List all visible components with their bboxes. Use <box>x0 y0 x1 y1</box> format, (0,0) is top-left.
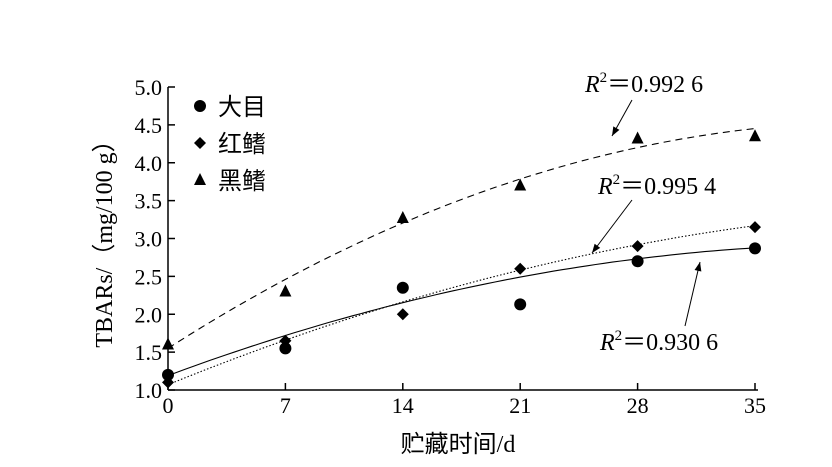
data-point-circle <box>279 342 292 355</box>
y-tick-label: 3.5 <box>135 189 163 214</box>
data-point-circle <box>162 368 174 381</box>
x-tick-label: 7 <box>280 393 291 418</box>
legend-marker-diamond <box>194 137 206 149</box>
data-point-triangle <box>162 337 174 350</box>
y-tick-label: 5.0 <box>135 75 163 100</box>
data-point-diamond <box>279 334 292 347</box>
y-tick-label: 2.0 <box>135 302 163 327</box>
legend-label: 黑鳍 <box>218 168 266 195</box>
data-point-diamond <box>162 376 174 389</box>
y-tick-label: 2.5 <box>135 264 163 289</box>
y-tick-label: 1.5 <box>135 340 163 365</box>
data-point-triangle <box>749 129 761 142</box>
legend-label: 大目 <box>218 94 266 121</box>
data-point-diamond <box>631 240 644 253</box>
annotation-arrow-head <box>592 243 601 253</box>
annotation-arrow-head <box>612 126 620 136</box>
data-point-circle <box>514 298 527 311</box>
x-axis-title: 贮藏时间/d <box>401 431 516 458</box>
annotation-arrow-line <box>591 199 633 254</box>
r2-label: R2＝0.930 6 <box>599 328 718 356</box>
data-point-triangle <box>396 211 409 224</box>
annotation-arrow-head <box>694 262 702 272</box>
data-point-triangle <box>279 284 292 297</box>
data-point-diamond <box>749 221 761 234</box>
legend-marker-circle <box>194 100 206 112</box>
trendline-dashed <box>167 127 756 349</box>
y-tick-label: 4.0 <box>135 151 163 176</box>
trendlines <box>167 127 756 386</box>
y-tick-label: 4.5 <box>135 113 163 138</box>
ticks: 1.0 1.5 2.0 2.5 3.0 3.5 4.0 4.5 5.0 0 7 14 21 28 35 <box>135 75 767 418</box>
x-tick-label: 21 <box>509 393 531 418</box>
y-axis-title: TBARs/（mg/100 g） <box>92 128 118 347</box>
annotation-arrow-line <box>684 261 701 327</box>
x-tick-label: 0 <box>163 393 174 418</box>
x-tick-label: 28 <box>627 393 649 418</box>
data-point-diamond <box>396 308 409 321</box>
x-tick-label: 35 <box>744 393 766 418</box>
data-point-circle <box>631 255 644 268</box>
r2-label: R2＝0.992 6 <box>584 70 703 98</box>
data-point-triangle <box>514 178 527 191</box>
data-point-triangle <box>631 131 644 144</box>
data-point-circle <box>749 242 761 255</box>
trendline-dotted <box>167 225 756 386</box>
y-tick-label: 3.0 <box>135 227 163 252</box>
data-points <box>162 129 761 389</box>
legend-label: 红鳍 <box>218 131 266 158</box>
legend-marker-triangle <box>194 173 206 185</box>
y-tick-label: 1.0 <box>135 378 163 403</box>
r2-annotations: R2＝0.992 6 R2＝0.995 4 R2＝0.930 6 <box>584 70 718 356</box>
x-tick-label: 14 <box>392 393 414 418</box>
r2-label: R2＝0.995 4 <box>597 172 716 200</box>
data-point-diamond <box>514 262 527 275</box>
trendline-solid <box>167 247 756 377</box>
data-point-circle <box>396 281 409 294</box>
